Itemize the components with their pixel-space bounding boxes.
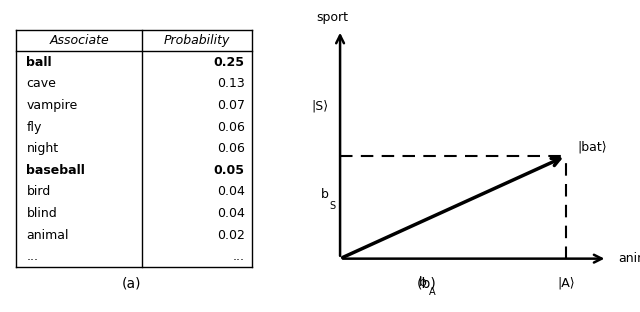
Text: 0.06: 0.06 <box>217 142 244 155</box>
Text: 0.04: 0.04 <box>217 185 244 198</box>
Text: Associate: Associate <box>49 34 109 47</box>
Text: 0.04: 0.04 <box>217 207 244 220</box>
Text: 0.07: 0.07 <box>217 99 244 112</box>
Text: b: b <box>321 188 329 201</box>
Text: animal: animal <box>26 229 69 241</box>
Text: blind: blind <box>26 207 57 220</box>
Text: (a): (a) <box>122 277 141 291</box>
Text: sport: sport <box>317 11 349 24</box>
Text: 0.06: 0.06 <box>217 120 244 134</box>
Text: S: S <box>330 201 335 211</box>
Text: 0.13: 0.13 <box>217 77 244 90</box>
Text: 0.05: 0.05 <box>214 164 244 177</box>
Text: |A⟩: |A⟩ <box>557 276 575 289</box>
Text: Probability: Probability <box>164 34 230 47</box>
Text: animal: animal <box>618 252 640 265</box>
Text: bird: bird <box>26 185 51 198</box>
Text: 0.02: 0.02 <box>217 229 244 241</box>
Text: fly: fly <box>26 120 42 134</box>
Text: 0.25: 0.25 <box>214 56 244 69</box>
Text: ball: ball <box>26 56 52 69</box>
Text: |S⟩: |S⟩ <box>312 100 329 113</box>
Text: A: A <box>429 286 436 296</box>
Text: cave: cave <box>26 77 56 90</box>
Text: ...: ... <box>233 250 244 263</box>
Text: (b): (b) <box>417 277 436 291</box>
Text: vampire: vampire <box>26 99 77 112</box>
Text: night: night <box>26 142 59 155</box>
Text: baseball: baseball <box>26 164 85 177</box>
Text: |bat⟩: |bat⟩ <box>577 141 607 154</box>
Text: ...: ... <box>26 250 38 263</box>
Text: b: b <box>419 276 427 289</box>
